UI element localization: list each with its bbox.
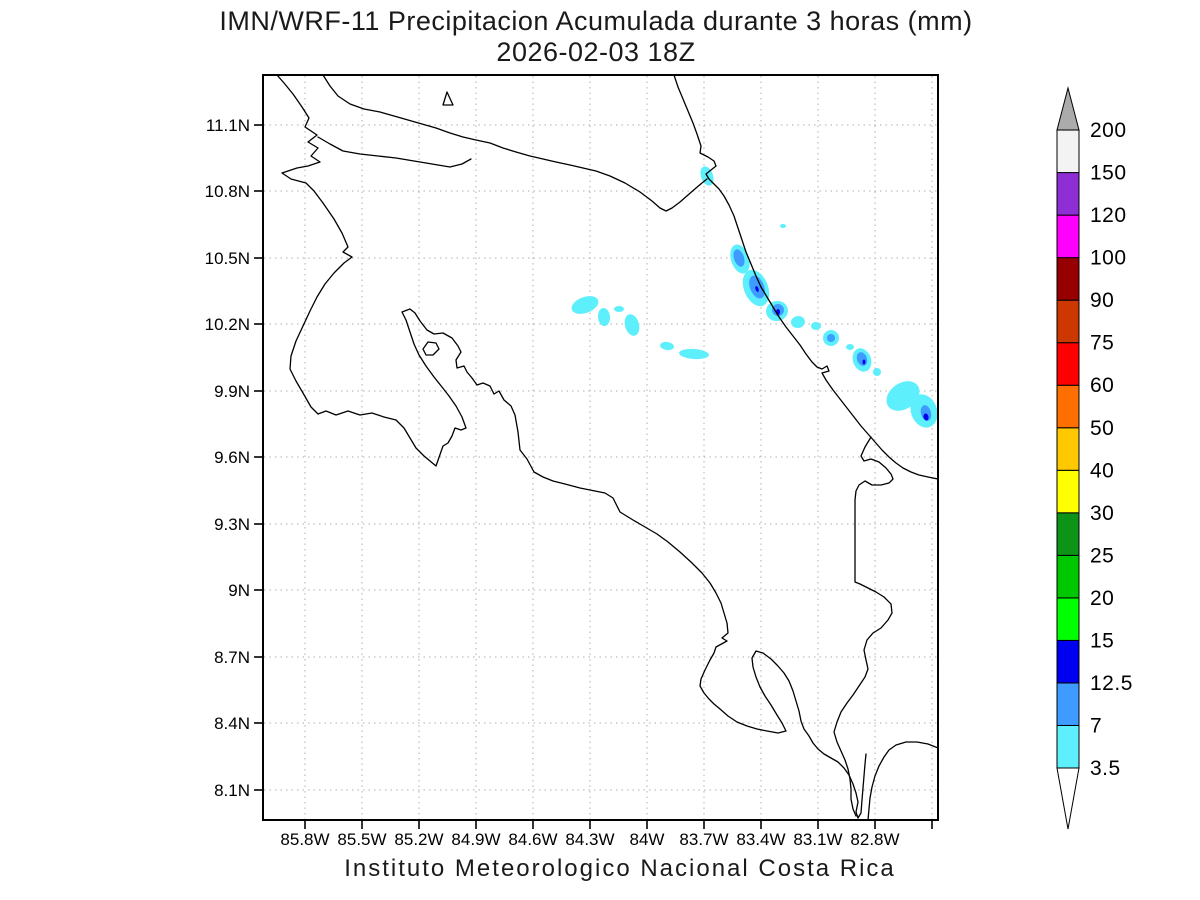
colorbar-swatch	[1056, 384, 1080, 429]
x-tick-label: 85.5W	[337, 830, 386, 849]
colorbar-swatch	[1056, 427, 1080, 471]
coastline-pacific-main	[277, 76, 867, 819]
axis-labels: 85.8W 85.5W 85.2W 84.9W 84.6W 84.3W 84W 83.7W 83…	[205, 116, 900, 849]
x-tick-label: 85.8W	[280, 830, 329, 849]
x-tick-label: 84W	[630, 830, 665, 849]
colorbar-swatch	[1056, 299, 1080, 344]
x-tick-label: 82.8W	[850, 830, 899, 849]
x-tick-label: 83.7W	[679, 830, 728, 849]
colorbar-label: 30	[1090, 502, 1114, 525]
colorbar-label: 12.5	[1090, 672, 1133, 695]
island-lake-triangle	[442, 91, 454, 106]
precip-blob-12.5-15mm	[755, 286, 759, 292]
y-tick-label: 8.7N	[214, 648, 250, 667]
precip-blob-3.5-7mm	[660, 341, 674, 351]
x-tick-label: 83.4W	[736, 830, 785, 849]
colorbar-swatch	[1056, 172, 1080, 216]
colorbar-swatch	[1056, 597, 1080, 641]
colorbar-swatch	[1056, 554, 1080, 599]
y-tick-label: 9.3N	[214, 515, 250, 534]
colorbar-arrow-above	[1056, 86, 1080, 131]
y-tick-label: 8.1N	[214, 781, 250, 800]
colorbar-label: 100	[1090, 247, 1127, 270]
precip-blob-3.5-7mm	[791, 315, 805, 329]
y-tick-label: 9.6N	[214, 448, 250, 467]
y-tick-label: 8.4N	[214, 714, 250, 733]
precip-blob-3.5-7mm	[811, 322, 821, 330]
precip-blob-12.5-15mm	[862, 359, 866, 365]
y-tick-label: 9.9N	[214, 382, 250, 401]
colorbar-swatch	[1056, 724, 1080, 769]
precip-blob-7-12.5mm	[920, 405, 932, 421]
colorbar-swatch	[1056, 257, 1080, 301]
nicaragua-border	[317, 136, 472, 168]
island-gulf-of-nicoya	[422, 341, 440, 356]
precip-blob-3.5-7mm	[624, 314, 640, 336]
x-tick-label: 84.6W	[508, 830, 557, 849]
precip-blob-12.5-15mm	[923, 413, 929, 421]
colorbar-swatch	[1056, 639, 1080, 684]
precip-blob-3.5-7mm	[873, 368, 881, 376]
y-tick-label: 11.1N	[206, 116, 250, 135]
map-frame	[262, 74, 939, 821]
x-tick-label: 84.9W	[451, 830, 500, 849]
precip-blob-3.5-7mm	[846, 344, 854, 350]
colorbar-label: 50	[1090, 417, 1114, 440]
precip-blob-3.5-7mm	[614, 306, 624, 312]
colorbar-label: 15	[1090, 629, 1114, 652]
colorbar-label: 25	[1090, 544, 1114, 567]
chart-title: IMN/WRF-11 Precipitacion Acumulada duran…	[219, 6, 973, 36]
grid-lines	[264, 76, 937, 819]
precip-blob-3.5-7mm	[597, 308, 611, 326]
y-tick-label: 10.5N	[205, 249, 250, 268]
precip-blob-7-12.5mm	[827, 334, 835, 342]
colorbar-label: 150	[1090, 162, 1127, 185]
colorbar-label: 20	[1090, 587, 1114, 610]
colorbar-label: 7	[1090, 714, 1102, 737]
x-tick-label: 85.2W	[394, 830, 443, 849]
colorbar-label: 75	[1090, 332, 1114, 355]
colorbar-swatch	[1056, 512, 1080, 556]
y-tick-label: 10.2N	[205, 315, 250, 334]
precip-blob-3.5-7mm	[780, 224, 786, 228]
colorbar-swatch	[1056, 342, 1080, 386]
lake-nicaragua-shore	[322, 76, 708, 212]
coastline-caribbean	[673, 76, 937, 480]
precip-blob-3.5-7mm	[571, 296, 599, 314]
map-outlines	[277, 76, 937, 819]
colorbar-swatch	[1056, 469, 1080, 514]
source-caption: Instituto Meteorologico Nacional Costa R…	[344, 855, 896, 882]
colorbar-label: 60	[1090, 374, 1114, 397]
colorbar-label: 120	[1090, 204, 1127, 227]
axis-ticks	[254, 124, 933, 829]
panama-border-caribbean	[833, 436, 894, 817]
colorbar-swatch	[1056, 682, 1080, 726]
y-tick-label: 9N	[228, 581, 250, 600]
colorbar-label: 90	[1090, 289, 1114, 312]
x-tick-label: 84.3W	[565, 830, 614, 849]
colorbar-label: 40	[1090, 459, 1114, 482]
y-tick-label: 10.8N	[205, 182, 250, 201]
precip-blob-3.5-7mm	[679, 348, 709, 360]
colorbar-legend: 3.5 7 12.5 15 20 25 30 40 50 60 75 90 100 120 150 200	[1056, 86, 1133, 830]
colorbar-swatch	[1056, 214, 1080, 259]
colorbar-arrow-below	[1056, 767, 1080, 830]
colorbar-swatch	[1056, 129, 1080, 174]
colorbar-label: 3.5	[1090, 757, 1121, 780]
colorbar-label: 200	[1090, 119, 1127, 142]
chart-subtitle-datetime: 2026-02-03 18Z	[496, 37, 696, 67]
precip-blob-7-12.5mm	[733, 249, 745, 267]
panama-coast-southeast	[867, 741, 937, 819]
x-tick-label: 83.1W	[793, 830, 842, 849]
